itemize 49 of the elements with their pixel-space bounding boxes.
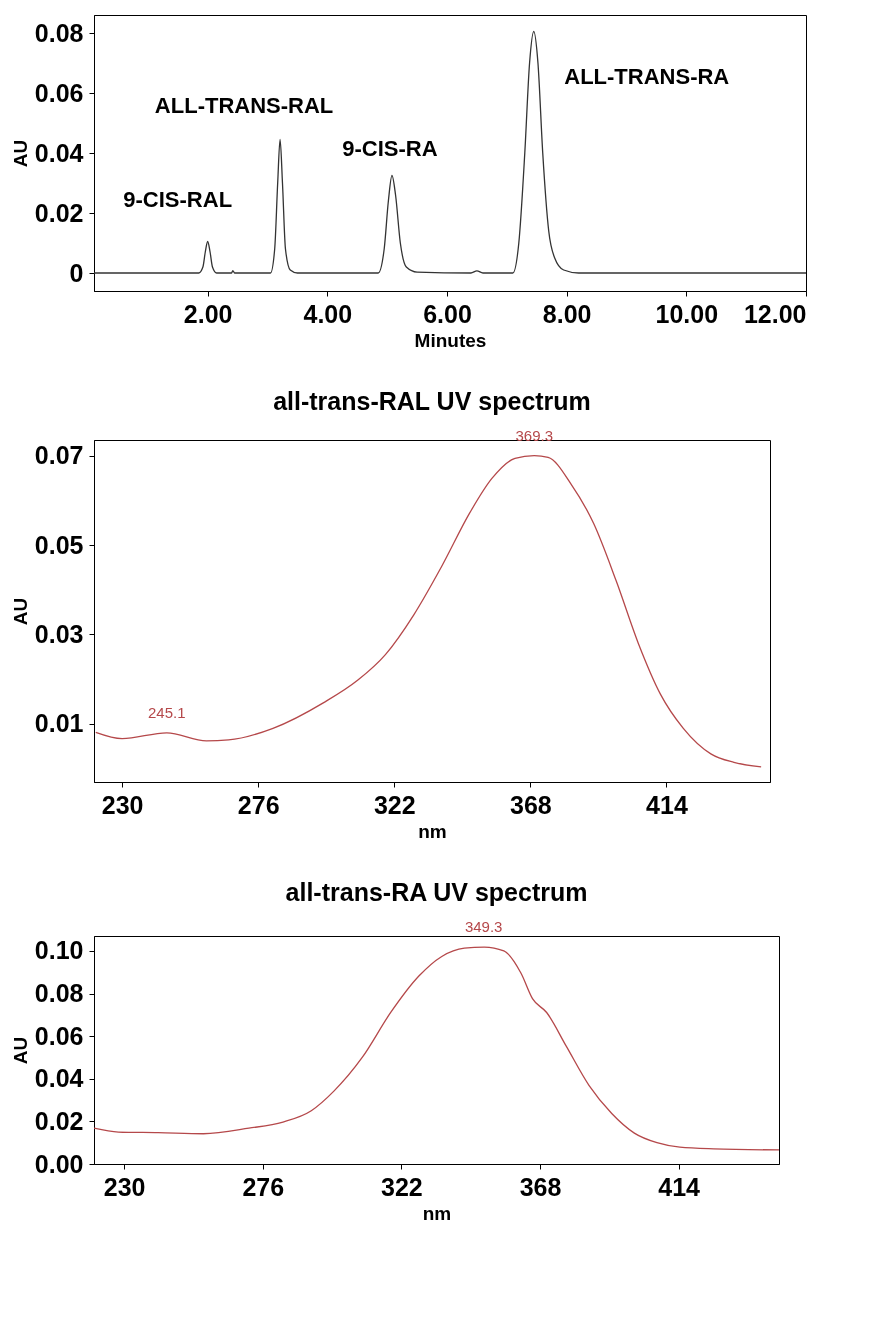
- y-tick-label: 0.02: [34, 1106, 84, 1135]
- annotation: ALL-TRANS-RAL: [154, 92, 334, 118]
- y-tick-label: 0.08: [34, 979, 84, 1008]
- x-tick-label: 276: [237, 790, 280, 819]
- y-tick-label: 0.05: [34, 530, 84, 559]
- line-series: [95, 455, 762, 768]
- x-tick-label: 12.00: [743, 299, 807, 328]
- chart-title: all-trans-RA UV spectrum: [285, 878, 588, 907]
- chart-title: all-trans-RAL UV spectrum: [273, 386, 591, 415]
- x-tick-label: 368: [510, 790, 552, 819]
- x-tick-label: 10.00: [655, 299, 719, 328]
- annotation: 245.1: [148, 703, 186, 721]
- y-tick-label: 0.06: [34, 1021, 84, 1050]
- x-tick-label: 414: [658, 1172, 701, 1201]
- annotation: 349.3: [464, 918, 503, 936]
- x-tick-label: 322: [373, 790, 416, 819]
- y-tick-label: 0.02: [34, 198, 84, 227]
- x-tick-label: 414: [646, 790, 688, 819]
- annotation: ALL-TRANS-RA: [564, 63, 730, 89]
- y-tick-label: 0.00: [34, 1149, 84, 1178]
- y-tick-label: 0.10: [34, 936, 84, 965]
- x-tick-label: 4.00: [303, 299, 353, 328]
- y-axis-title: AU: [9, 1036, 31, 1065]
- annotation: 369.3: [515, 426, 553, 444]
- x-tick-label: 368: [519, 1172, 562, 1201]
- line-series: [94, 30, 806, 274]
- x-tick-label: 230: [103, 1172, 146, 1201]
- y-tick-label: 0.01: [34, 709, 84, 738]
- line-series: [94, 946, 779, 1151]
- y-tick-label: 0.07: [34, 441, 84, 470]
- y-tick-label: 0: [69, 258, 84, 287]
- y-axis-title: AU: [9, 139, 31, 168]
- annotation: 9-CIS-RA: [342, 135, 438, 161]
- y-tick-label: 0.03: [34, 619, 84, 648]
- x-tick-label: 230: [101, 790, 144, 819]
- y-tick-label: 0.08: [34, 18, 84, 47]
- x-tick-label: 322: [381, 1172, 423, 1201]
- x-axis-title: Minutes: [414, 329, 487, 351]
- y-axis-title: AU: [9, 597, 31, 626]
- annotation: 9-CIS-RAL: [123, 186, 233, 212]
- x-tick-label: 276: [242, 1172, 285, 1201]
- x-tick-label: 6.00: [423, 299, 472, 328]
- x-axis-title: nm: [418, 820, 447, 842]
- x-axis-title: nm: [422, 1202, 452, 1224]
- y-tick-label: 0.04: [34, 1064, 84, 1093]
- y-tick-label: 0.04: [34, 138, 84, 167]
- y-tick-label: 0.06: [34, 78, 84, 107]
- x-tick-label: 8.00: [542, 299, 592, 328]
- x-tick-label: 2.00: [183, 299, 233, 328]
